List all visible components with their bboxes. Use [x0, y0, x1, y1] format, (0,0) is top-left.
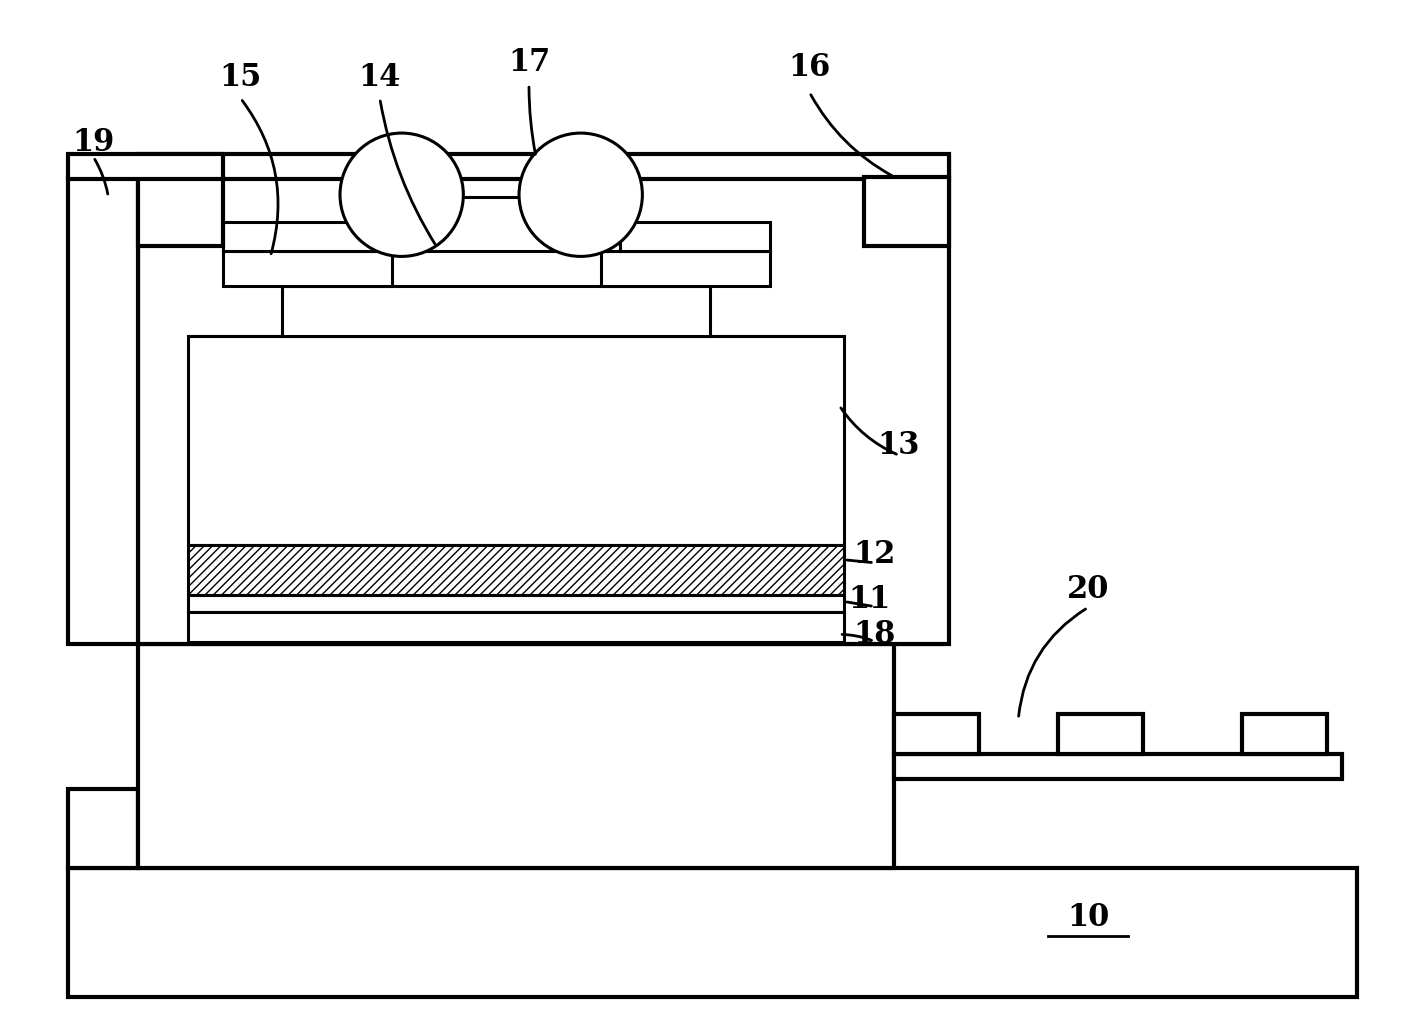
Bar — [188, 612, 844, 642]
Bar — [138, 644, 894, 869]
Bar — [864, 177, 949, 246]
Polygon shape — [138, 157, 949, 644]
Text: 17: 17 — [508, 47, 551, 78]
Text: 16: 16 — [788, 52, 831, 83]
Bar — [371, 196, 620, 251]
Bar — [1242, 713, 1326, 754]
Bar — [188, 545, 844, 595]
Text: 19: 19 — [73, 126, 114, 157]
Bar — [601, 251, 770, 286]
Bar — [222, 221, 371, 251]
Text: 13: 13 — [878, 430, 921, 461]
Bar — [68, 869, 1356, 998]
Bar — [138, 154, 949, 179]
Text: 10: 10 — [1067, 903, 1109, 934]
Bar — [68, 154, 222, 179]
Bar — [188, 336, 844, 545]
Bar — [282, 286, 710, 336]
Bar — [138, 177, 222, 246]
Bar — [1059, 713, 1143, 754]
Circle shape — [340, 133, 464, 256]
Bar — [68, 789, 138, 869]
Bar — [894, 157, 943, 644]
Bar — [894, 754, 1342, 779]
Bar — [620, 221, 770, 251]
Text: 11: 11 — [848, 584, 891, 615]
Text: 20: 20 — [1067, 574, 1109, 605]
Bar — [222, 251, 391, 286]
Text: 15: 15 — [219, 62, 262, 93]
Bar — [68, 177, 138, 644]
Bar — [894, 713, 979, 754]
Bar — [188, 595, 844, 612]
Text: 12: 12 — [852, 540, 895, 571]
Text: 14: 14 — [359, 62, 401, 93]
Text: 18: 18 — [852, 619, 895, 649]
Circle shape — [519, 133, 642, 256]
